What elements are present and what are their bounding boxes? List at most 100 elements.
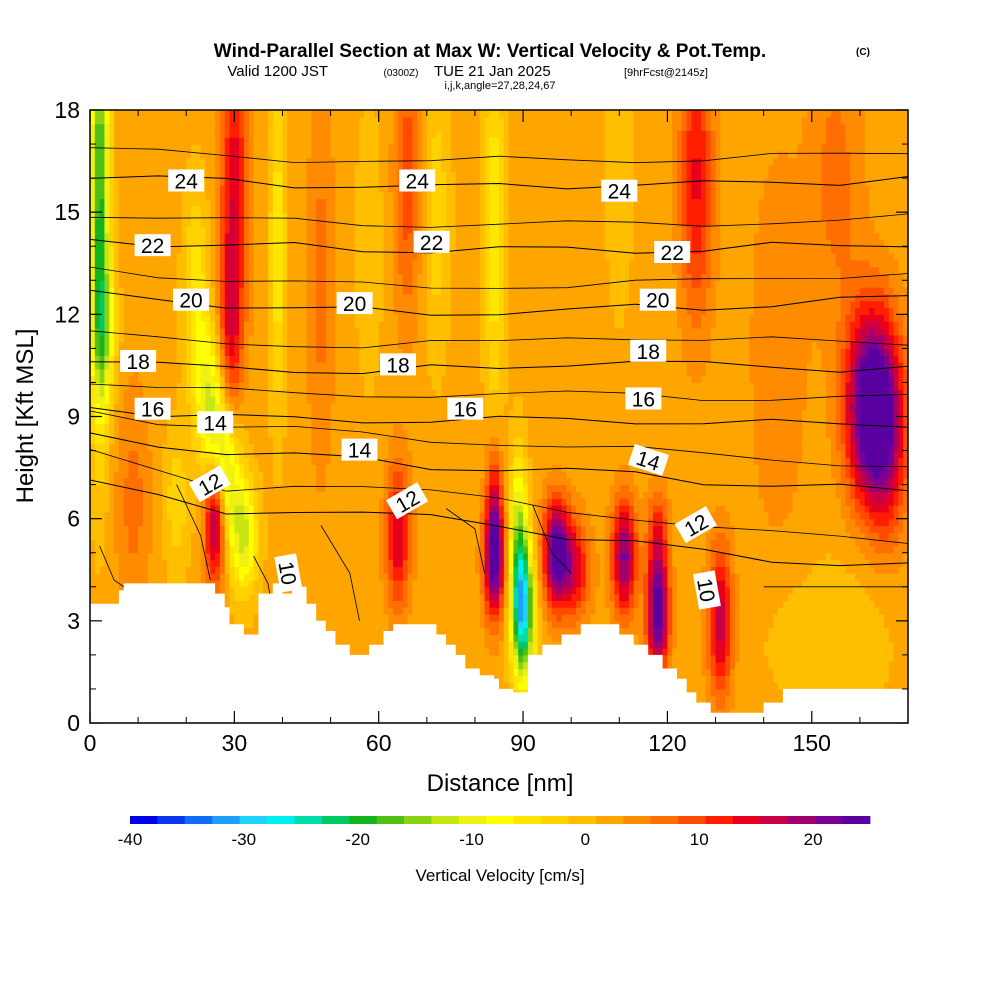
velocity-cell (648, 614, 654, 622)
theta-label-text: 18 (637, 341, 660, 364)
velocity-cell (734, 593, 741, 601)
velocity-cell (710, 634, 717, 642)
velocity-cell (503, 627, 510, 636)
velocity-cell (426, 137, 433, 145)
velocity-cell (489, 137, 500, 145)
velocity-cell (306, 396, 336, 404)
velocity-cell (205, 253, 211, 261)
velocity-cell (518, 661, 524, 670)
velocity-cell (248, 137, 255, 145)
velocity-cell (729, 539, 736, 547)
velocity-cell (397, 164, 404, 172)
velocity-cell (484, 150, 490, 159)
theta-contour-low (176, 484, 211, 581)
velocity-cell (234, 205, 240, 213)
velocity-cell (883, 327, 890, 336)
velocity-cell (210, 273, 216, 281)
velocity-cell (118, 396, 125, 404)
velocity-cell (614, 593, 620, 601)
velocity-cell (816, 559, 842, 567)
velocity-cell (123, 300, 178, 309)
velocity-cell (619, 559, 630, 567)
velocity-cell (835, 348, 842, 356)
velocity-cell (648, 498, 669, 506)
velocity-cell (537, 505, 543, 513)
velocity-cell (903, 484, 908, 493)
velocity-cell (455, 232, 481, 241)
velocity-cell (219, 123, 226, 132)
velocity-cell (575, 545, 582, 554)
velocity-cell (147, 423, 168, 431)
velocity-cell (869, 327, 875, 336)
velocity-cell (142, 382, 178, 390)
velocity-cell (306, 157, 336, 166)
velocity-cell (840, 382, 847, 390)
velocity-cell (508, 607, 515, 615)
velocity-cell (253, 198, 269, 206)
velocity-cell (239, 150, 245, 159)
velocity-cell (219, 579, 226, 588)
velocity-cell (479, 600, 486, 608)
velocity-cell (282, 137, 288, 145)
velocity-cell (864, 157, 908, 166)
velocity-cell (508, 212, 606, 220)
theta-contour-minor (90, 266, 908, 289)
velocity-cell (489, 559, 500, 567)
velocity-cell (268, 368, 274, 377)
velocity-cell (272, 436, 284, 445)
velocity-cell (652, 573, 664, 581)
velocity-cell (715, 150, 721, 159)
velocity-cell (393, 130, 399, 138)
velocity-cell (99, 402, 106, 411)
velocity-cell (677, 641, 702, 649)
velocity-cell (489, 382, 500, 390)
velocity-cell (845, 498, 856, 506)
velocity-cell (734, 620, 741, 629)
velocity-cell (604, 573, 611, 581)
velocity-cell (224, 225, 231, 234)
velocity-cell (263, 484, 317, 493)
velocity-cell (686, 293, 707, 302)
colorbar-swatch (184, 816, 213, 824)
velocity-cell (272, 130, 284, 138)
velocity-cell (90, 205, 96, 213)
velocity-cell (253, 518, 260, 527)
velocity-cell (397, 116, 404, 125)
velocity-cell (239, 293, 245, 302)
velocity-cell (118, 443, 149, 452)
velocity-cell (705, 253, 712, 261)
velocity-cell (239, 123, 245, 132)
velocity-cell (219, 355, 226, 363)
velocity-cell (503, 641, 510, 649)
velocity-cell (378, 150, 389, 159)
velocity-cell (893, 389, 899, 397)
velocity-cell (590, 586, 596, 595)
velocity-cell (90, 389, 96, 397)
velocity-cell (523, 620, 529, 629)
velocity-cell (883, 477, 890, 486)
velocity-cell (821, 348, 837, 356)
velocity-cell (705, 259, 712, 268)
velocity-cell (672, 232, 683, 241)
velocity-cell (306, 164, 336, 172)
velocity-cell (513, 641, 519, 649)
velocity-cell (282, 191, 288, 200)
velocity-cell (725, 675, 731, 683)
velocity-cell (123, 307, 178, 315)
velocity-cell (729, 586, 736, 595)
velocity-cell (94, 430, 106, 438)
velocity-cell (393, 525, 404, 533)
velocity-cell (114, 239, 120, 247)
velocity-cell (272, 362, 284, 370)
velocity-cell (705, 648, 712, 656)
velocity-cell (330, 402, 486, 411)
velocity-cell (162, 532, 173, 540)
velocity-cell (672, 634, 678, 642)
velocity-cell (142, 511, 154, 520)
velocity-cell (383, 579, 389, 588)
velocity-cell (672, 573, 678, 581)
velocity-cell (272, 246, 284, 254)
velocity-cell (499, 511, 505, 520)
velocity-cell (503, 198, 510, 206)
velocity-cell (325, 484, 385, 493)
